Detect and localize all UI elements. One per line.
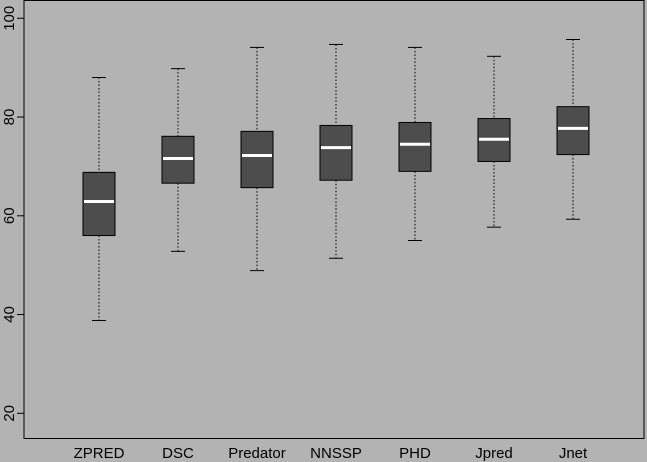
x-tick-label: Predator [228, 445, 286, 462]
x-tick-label: DSC [162, 445, 194, 462]
y-tick-label: 40 [1, 306, 18, 323]
y-tick-label: 80 [1, 109, 18, 126]
y-tick-label: 20 [1, 405, 18, 422]
y-tick-label: 60 [1, 207, 18, 224]
x-tick-label: Jpred [475, 445, 513, 462]
x-tick-label: NNSSP [310, 445, 362, 462]
y-tick-label: 100 [1, 6, 18, 31]
plot-frame [23, 0, 645, 439]
box [240, 130, 274, 189]
x-tick-label: Jnet [559, 445, 588, 462]
x-tick-label: PHD [399, 445, 431, 462]
box [398, 121, 432, 172]
box [556, 106, 590, 156]
box [82, 171, 116, 237]
box [319, 124, 353, 181]
x-tick-label: ZPRED [74, 445, 125, 462]
